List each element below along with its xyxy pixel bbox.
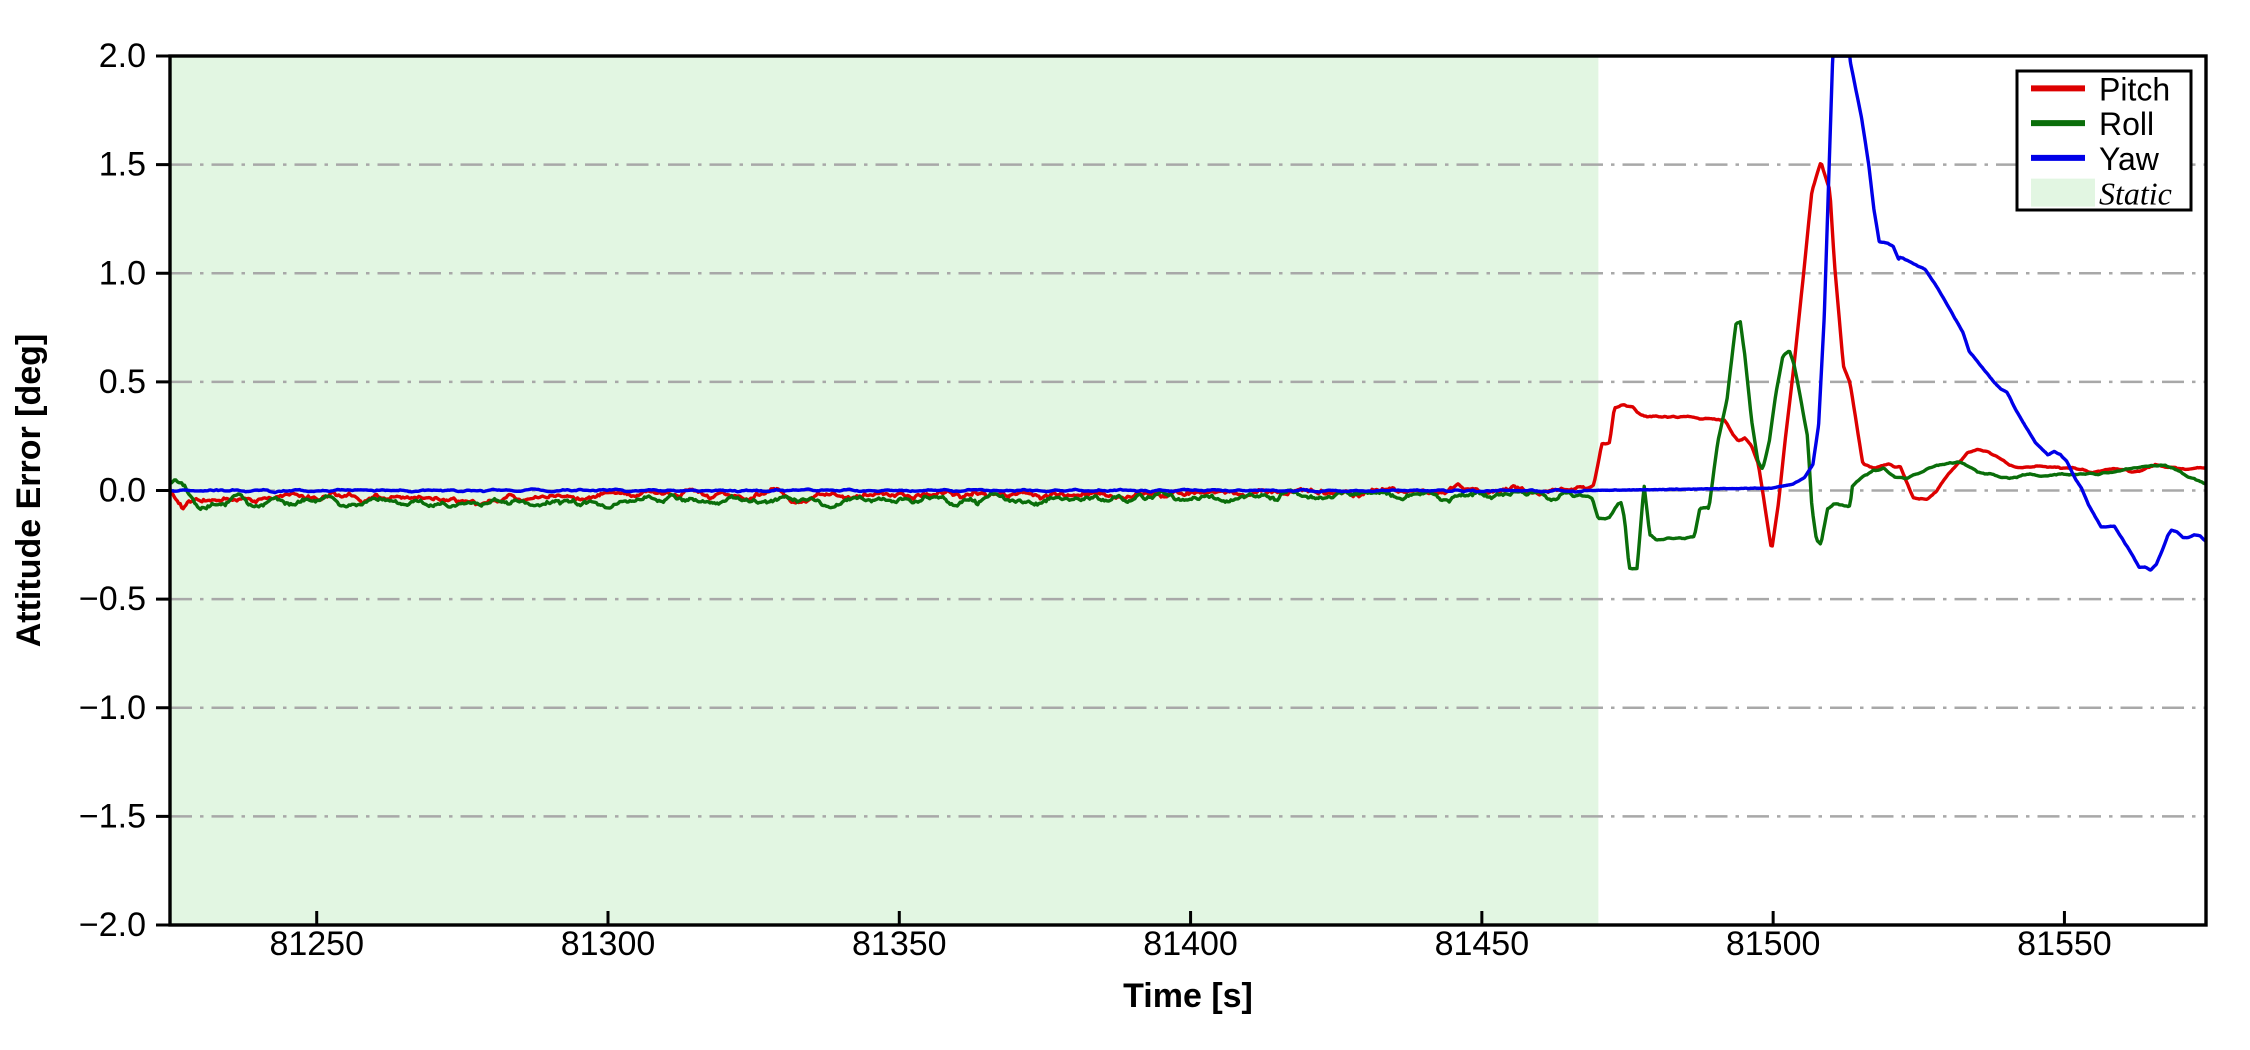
svg-text:81500: 81500 (1726, 925, 1821, 963)
svg-text:81250: 81250 (269, 925, 364, 963)
svg-text:81550: 81550 (2017, 925, 2112, 963)
svg-text:Time [s]: Time [s] (1123, 977, 1253, 1015)
svg-text:−1.0: −1.0 (79, 689, 146, 727)
svg-text:81450: 81450 (1435, 925, 1530, 963)
svg-text:2.0: 2.0 (99, 37, 146, 75)
svg-text:Roll: Roll (2099, 106, 2154, 142)
svg-text:81300: 81300 (561, 925, 656, 963)
svg-text:Yaw: Yaw (2099, 141, 2160, 177)
svg-text:0.5: 0.5 (99, 363, 146, 401)
svg-text:−1.5: −1.5 (79, 797, 146, 835)
svg-text:−0.5: −0.5 (79, 580, 146, 618)
svg-text:1.5: 1.5 (99, 146, 146, 184)
svg-text:0.0: 0.0 (99, 472, 146, 510)
svg-text:81400: 81400 (1143, 925, 1238, 963)
svg-text:81350: 81350 (852, 925, 947, 963)
svg-text:Pitch: Pitch (2099, 71, 2170, 107)
svg-text:Attitude Error [deg]: Attitude Error [deg] (10, 334, 48, 648)
svg-text:−2.0: −2.0 (79, 906, 146, 944)
svg-text:Static: Static (2099, 176, 2172, 212)
svg-text:1.0: 1.0 (99, 254, 146, 292)
